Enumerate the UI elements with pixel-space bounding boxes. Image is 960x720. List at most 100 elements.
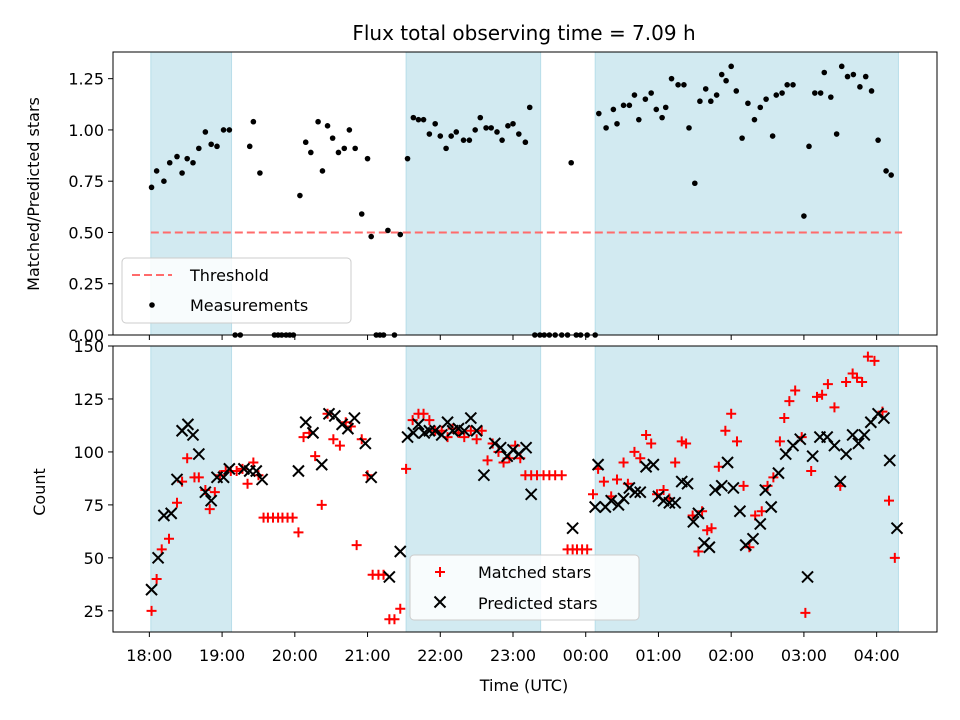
measurement-point-8 — [196, 145, 202, 152]
bottom-y-tick-label-2: 75 — [84, 496, 104, 515]
measurement-point-102 — [718, 71, 725, 78]
x-tick-label-4: 22:00 — [417, 646, 463, 665]
matched-star-point-2 — [156, 544, 167, 555]
predicted-star-point-46 — [494, 441, 507, 454]
matched-star-point-8 — [193, 472, 204, 483]
predicted-star-point-8 — [192, 447, 206, 461]
measurement-point-129 — [875, 137, 881, 143]
measurement-point-105 — [733, 88, 740, 94]
measurement-point-0 — [148, 184, 155, 191]
matched-star-point-11 — [209, 487, 220, 498]
predicted-star-point-12 — [217, 471, 230, 484]
predicted-star-point-97 — [858, 428, 871, 442]
measurement-point-33 — [341, 145, 348, 152]
measurement-point-103 — [723, 77, 729, 84]
matched-star-point-81 — [598, 476, 609, 487]
legend-predicted-label: Predicted stars — [478, 594, 598, 613]
measurement-point-85 — [626, 102, 633, 109]
predicted-star-point-30 — [394, 545, 407, 558]
measurement-point-25 — [297, 192, 303, 199]
measurement-point-2 — [161, 178, 167, 184]
top-y-tick-label-3: 0.75 — [68, 172, 104, 191]
predicted-star-point-7 — [186, 428, 200, 442]
measurement-point-35 — [352, 145, 358, 152]
matched-star-point-89 — [646, 438, 657, 449]
predicted-star-point-32 — [407, 426, 420, 440]
measurement-point-4 — [174, 153, 180, 160]
measurement-point-49 — [426, 131, 433, 137]
measurement-point-86 — [631, 92, 638, 98]
predicted-star-point-59 — [623, 481, 636, 495]
bottom-shaded-interval-0 — [150, 345, 233, 633]
predicted-star-point-36 — [428, 424, 442, 437]
x-tick-label-9: 03:00 — [781, 646, 827, 665]
matched-star-point-84 — [618, 457, 629, 468]
measurement-point-60 — [488, 125, 494, 131]
measurement-point-92 — [662, 104, 669, 111]
predicted-star-point-16 — [250, 464, 263, 478]
measurement-point-75 — [568, 159, 574, 166]
predicted-star-point-87 — [794, 433, 807, 446]
measurement-point-10 — [208, 141, 214, 148]
matched-star-point-32 — [322, 408, 333, 419]
matched-star-point-6 — [182, 453, 193, 464]
measurement-point-88 — [642, 96, 649, 102]
matched-star-point-100 — [706, 523, 717, 534]
matched-star-point-60 — [482, 455, 493, 466]
measurement-point-18 — [257, 170, 263, 176]
measurement-point-126 — [857, 84, 863, 90]
matched-star-point-27 — [293, 527, 304, 538]
matched-star-point-78 — [582, 544, 593, 555]
matched-star-point-94 — [676, 436, 687, 447]
matched-star-point-125 — [852, 372, 862, 383]
measurement-point-11 — [214, 143, 220, 150]
measurement-point-80 — [596, 110, 602, 117]
matched-star-point-34 — [334, 440, 345, 451]
matched-star-point-121 — [829, 402, 840, 413]
measurement-point-3 — [166, 159, 173, 166]
measurement-point-17 — [250, 118, 257, 125]
predicted-star-point-73 — [703, 541, 716, 554]
measurement-point-107 — [745, 100, 751, 107]
predicted-star-point-69 — [681, 477, 694, 490]
measurement-point-127 — [862, 73, 869, 80]
matched-star-point-59 — [476, 425, 487, 436]
measurement-point-89 — [648, 90, 654, 96]
matched-star-point-105 — [738, 480, 749, 491]
measurement-point-28 — [315, 118, 321, 125]
top-y-tick-label-5: 1.25 — [68, 70, 104, 89]
matched-star-point-102 — [720, 425, 731, 436]
matched-star-point-83 — [612, 474, 622, 485]
top-legend-box — [121, 257, 352, 324]
predicted-star-point-3 — [164, 507, 178, 520]
measurement-point-56 — [466, 137, 473, 143]
predicted-star-point-37 — [435, 428, 448, 442]
predicted-star-point-51 — [524, 488, 538, 501]
measurement-point-125 — [850, 71, 857, 78]
measurement-point-65 — [516, 131, 522, 137]
bottom-axes-frame — [112, 345, 938, 633]
matched-star-point-95 — [681, 438, 692, 449]
measurement-point-110 — [763, 96, 769, 102]
measurement-point-118 — [812, 90, 818, 96]
measurement-point-59 — [483, 125, 489, 131]
measurement-point-13 — [226, 127, 233, 133]
predicted-star-point-31 — [401, 430, 414, 444]
measurement-point-67 — [526, 104, 533, 111]
bottom-y-tick-label-3: 100 — [73, 443, 104, 462]
matched-star-point-79 — [588, 489, 598, 500]
bottom-panel: 25 50 75 100 125 150 18:00 19:00 20:00 21:00 22:00… — [73, 337, 938, 665]
matched-star-point-114 — [790, 385, 801, 396]
predicted-star-point-66 — [663, 496, 676, 509]
measurement-point-96 — [686, 125, 692, 131]
measurement-point-99 — [702, 86, 709, 92]
measurement-point-91 — [659, 114, 665, 121]
x-tick-label-2: 20:00 — [272, 646, 318, 665]
measurement-point-130 — [883, 168, 889, 174]
predicted-star-point-54 — [591, 458, 605, 471]
x-tick-label-10: 04:00 — [854, 646, 900, 665]
predicted-star-point-99 — [871, 407, 885, 421]
measurement-point-38 — [368, 233, 374, 240]
matched-star-point-118 — [812, 391, 822, 402]
predicted-star-point-76 — [721, 456, 734, 469]
